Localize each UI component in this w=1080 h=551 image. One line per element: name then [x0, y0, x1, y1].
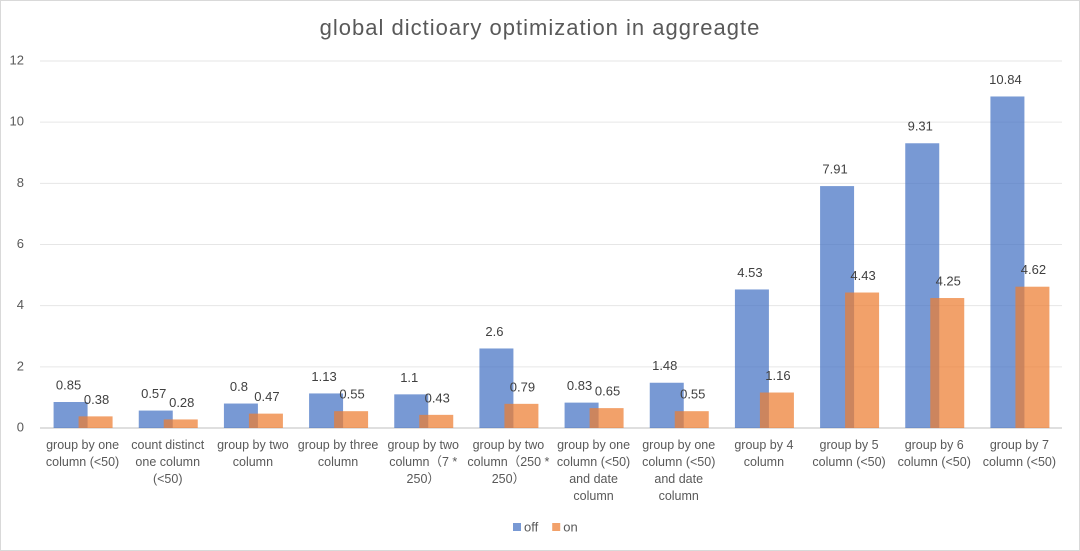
data-label: 0.47 — [254, 389, 279, 404]
data-label: 0.85 — [56, 377, 81, 392]
y-tick-label: 8 — [17, 175, 24, 190]
chart-title: global dictioary optimization in aggreag… — [320, 15, 761, 40]
data-label: 1.16 — [765, 368, 790, 383]
x-tick-label: group by 7 column (<50) — [982, 438, 1057, 469]
x-tick-label: group by three column — [297, 438, 379, 469]
legend-label: off — [524, 519, 539, 534]
y-tick-label: 6 — [17, 236, 24, 251]
x-tick-label: group by two column（7 * 250） — [387, 438, 460, 486]
x-tick-label: group by 6 column (<50) — [897, 438, 971, 469]
legend-swatch — [513, 523, 521, 531]
data-label: 2.6 — [485, 324, 503, 339]
x-tick-label: count distinct one column (<50) — [131, 438, 205, 486]
data-label: 7.91 — [822, 162, 847, 177]
legend-swatch — [552, 523, 561, 531]
y-tick-label: 4 — [17, 297, 24, 312]
data-label: 10.84 — [989, 72, 1022, 87]
x-tick-label: group by two column（250 * 250） — [467, 438, 550, 486]
bar — [759, 392, 794, 428]
bar — [334, 411, 369, 428]
data-label: 4.43 — [850, 268, 875, 283]
x-tick-label: group by 4 column — [734, 438, 794, 469]
data-label: 0.57 — [141, 386, 166, 401]
bar — [930, 298, 965, 428]
data-label: 0.79 — [510, 379, 535, 394]
data-label: 4.25 — [936, 273, 961, 288]
y-tick-label: 12 — [10, 52, 24, 67]
bar — [845, 292, 880, 428]
x-tick-label: group by one column (<50) and date colum… — [642, 438, 716, 503]
data-label: 0.38 — [84, 392, 109, 407]
x-tick-label: group by 5 column (<50) — [812, 438, 886, 469]
bar — [78, 416, 113, 428]
bar — [248, 413, 283, 428]
bar — [589, 408, 624, 428]
x-tick-label: group by two column — [217, 438, 289, 469]
data-label: 9.31 — [908, 119, 933, 134]
data-label: 4.53 — [737, 265, 762, 280]
x-tick-label: group by one column (<50) and date colum… — [556, 438, 631, 503]
data-label: 0.65 — [595, 384, 620, 399]
data-label: 0.55 — [680, 387, 705, 402]
data-label: 0.83 — [567, 378, 592, 393]
legend-label: on — [563, 519, 577, 534]
data-label: 1.13 — [311, 369, 336, 384]
y-tick-label: 2 — [17, 358, 24, 373]
bar — [504, 403, 539, 428]
data-label: 0.8 — [230, 379, 248, 394]
data-label: 1.48 — [652, 358, 677, 373]
bar — [163, 419, 198, 428]
data-label: 0.28 — [169, 395, 194, 410]
y-tick-label: 10 — [10, 114, 24, 129]
data-label: 4.62 — [1021, 262, 1046, 277]
bar — [1015, 286, 1050, 428]
x-tick-label: group by one column (<50) — [45, 438, 120, 469]
data-label: 0.43 — [425, 390, 450, 405]
data-label: 1.1 — [400, 370, 418, 385]
bar — [674, 411, 709, 428]
bar — [419, 414, 454, 428]
y-tick-label: 0 — [17, 419, 24, 434]
data-label: 0.55 — [339, 387, 364, 402]
